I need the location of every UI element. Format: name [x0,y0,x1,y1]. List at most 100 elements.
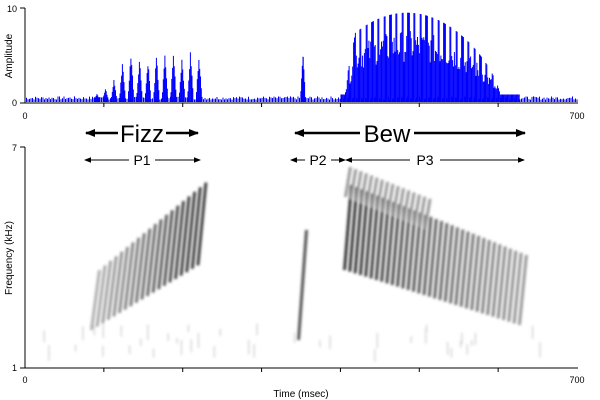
spectrogram-streak [90,270,101,330]
spectrogram-streak [397,188,405,219]
phase-label-p2: P2 [309,152,326,168]
spectrogram-noise [425,328,427,344]
spectrogram-noise [147,324,149,341]
spectrogram-streak [129,237,141,307]
phase-label-p3: P3 [416,152,433,168]
waveform-trace [24,12,578,102]
spectrogram-streak [162,210,174,286]
spectrogram-xtick-end: 700 [569,375,584,385]
spectrogram-noise [376,332,379,349]
spectrogram-streak [118,247,129,313]
spectrogram-streak [353,189,364,274]
spectrogram-streak [123,242,135,310]
spectrogram-noise [446,342,449,356]
spectrogram-streak [459,231,470,307]
spectrogram-noise [48,344,50,361]
spectrogram-noise [167,333,169,342]
spectrogram-noise [139,338,142,346]
spectrogram-streak [95,265,107,327]
spectrogram-streak [385,201,396,284]
spectrogram-noise [319,340,321,348]
spectrogram-streak [517,255,528,325]
spectrogram-ytick-top: 7 [12,143,17,153]
spectrogram-noise [474,332,477,345]
spectrogram-streak [134,233,146,303]
waveform-panel: 10 0 0 700 Amplitude [4,4,585,121]
spectrogram-streak [470,235,481,310]
spectrogram-streak [344,167,352,197]
waveform-ylabel: Amplitude [4,33,15,78]
spectrogram-streak [507,250,518,322]
spectrogram-streak [343,185,353,270]
spectrogram-streak [407,192,416,223]
spectrogram-noise [93,325,96,336]
spectrogram-streak [449,227,459,304]
spectrogram-streak [417,214,428,294]
spectrogram-noise [213,345,216,358]
spectrogram-noise [410,336,412,344]
spectrogram-streak [386,183,395,214]
phase-label-p1: P1 [133,152,150,168]
word-label-bew: Bew [364,121,411,148]
spectrogram-noise [128,345,131,355]
spectrogram-noise [253,344,255,358]
spectrogram-streak [174,201,185,279]
spectrogram-streak [349,169,358,200]
spectrogram-noise [256,323,258,336]
spectrogram-noise [180,339,183,356]
spectrogram-noise [450,347,453,358]
waveform-xtick-start: 0 [22,111,27,121]
spectrogram-streak [418,196,427,227]
spectrogram-streak [438,223,449,300]
spectrogram-noise [374,349,376,362]
word-label-fizz: Fizz [120,121,164,148]
spectrogram-noise [539,342,541,358]
spectrogram-streak [157,214,169,290]
spectrogram-streak [359,173,368,204]
spectrogram-streak [190,187,202,269]
spectrogram-streak [486,242,497,315]
spectrogram-noise [329,335,331,350]
spectrogram-streak [112,251,124,317]
spectrogram-streak [443,225,454,302]
spectrogram-streak [179,196,191,276]
spectrogram-streak [390,204,401,285]
spectrogram-streak [358,191,369,275]
spectrogram-streak [464,233,475,309]
spectrogram-noise [74,344,77,352]
spectrogram-streak [168,205,180,283]
spectrogram-streak [369,195,380,279]
spectrogram-noise [152,348,155,358]
spectrogram-streak [101,260,113,324]
spectrogram-streak [185,191,197,273]
spectrogram-panel: 7 1 0 700 Frequency (kHz) Time (msec) [4,143,585,400]
waveform-ytick-bottom: 0 [12,98,17,108]
spectrogram-noise [293,332,296,343]
spectrogram-streak [381,181,390,212]
spectrogram-streak [512,252,523,324]
spectrogram-streak [391,186,400,217]
spectrogram-noise [459,340,462,348]
spectrogram-noise [43,330,45,343]
spectrogram-streak [475,238,486,312]
spectrogram-ytick-bottom: 1 [12,363,17,373]
spectrogram-xlabel: Time (msec) [273,389,328,400]
spectrogram-streak [427,218,438,297]
spectrogram-noise [82,326,84,341]
spectrogram-streak [380,199,391,282]
spectrogram-image [43,167,541,362]
spectrogram-noise [120,325,123,337]
spectrogram-streak [433,221,444,299]
spectrogram-streak [496,246,507,319]
spectrogram-noise [466,344,468,355]
spectrogram-noise [461,332,463,345]
spectrogram-streak [402,190,411,221]
spectrogram-streak [396,206,406,287]
spectrogram-streak [364,193,375,277]
spectrogram-noise [470,340,473,347]
spectrogram-streak [412,194,421,225]
spectrogram-streak [491,244,502,317]
spectrogram-streak [140,228,152,300]
spectrogram-streak [423,198,432,229]
